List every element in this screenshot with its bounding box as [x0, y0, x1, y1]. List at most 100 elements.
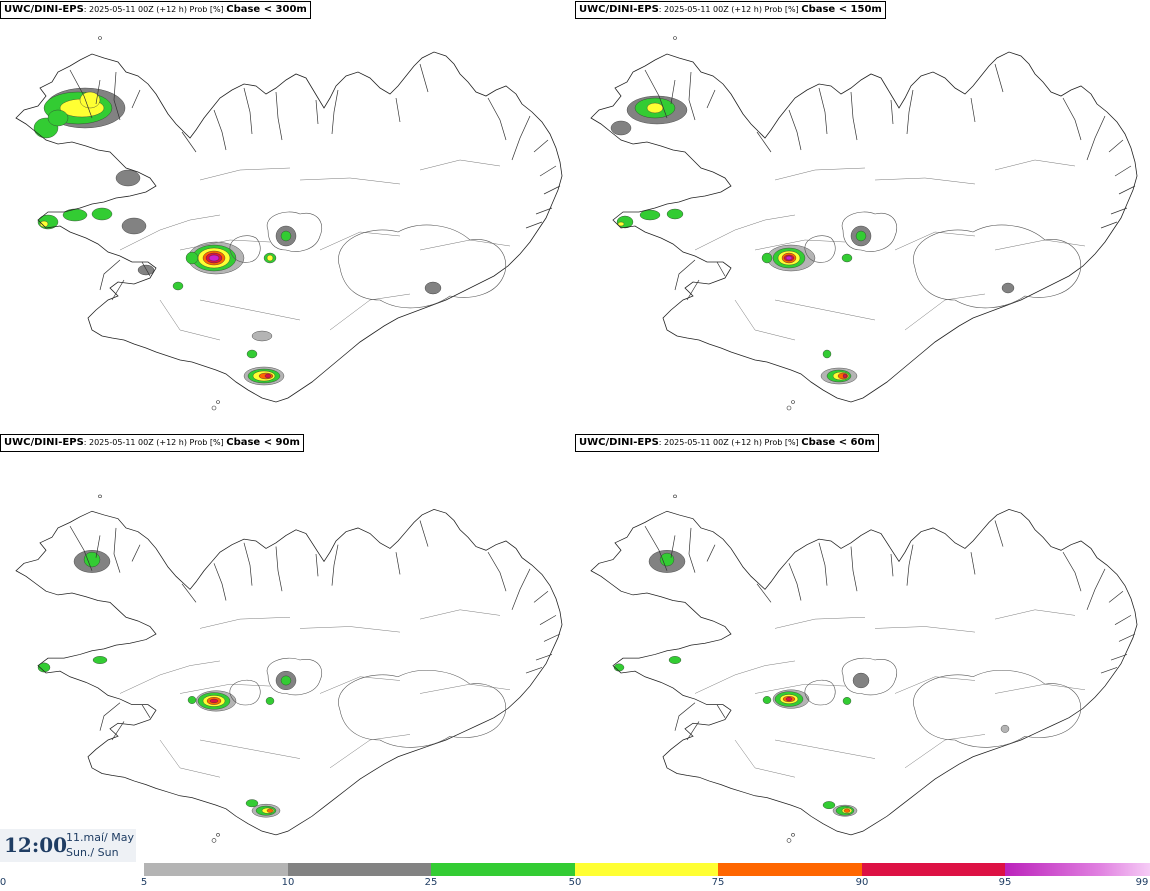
fjord-line: [644, 69, 668, 119]
panel-source: UWC/DINI-EPS: [4, 437, 84, 448]
iceland-map: [590, 494, 1138, 843]
island: [786, 405, 792, 411]
probability-area: [172, 281, 184, 291]
fjord-line: [850, 91, 858, 141]
colorbar-tick-label: 95: [998, 877, 1012, 888]
fjord-line: [275, 91, 283, 141]
fjord-line: [315, 99, 319, 125]
fjord-line: [706, 89, 716, 109]
fjord-line: [69, 525, 93, 571]
iceland-map: [15, 36, 563, 411]
map-panel-cbase-90m: UWC/DINI-EPS: 2025-05-11 00Z (+12 h) Pro…: [0, 433, 575, 866]
probability-area: [39, 220, 49, 228]
fjord-line: [511, 568, 531, 610]
fjord-line: [141, 704, 151, 718]
region-boundary: [904, 734, 986, 769]
fjord-line: [1110, 654, 1128, 661]
probability-area: [280, 675, 292, 686]
fjord-line: [818, 542, 828, 586]
region-boundary: [994, 239, 1086, 251]
fjord-line: [1086, 115, 1106, 161]
panel-source: UWC/DINI-EPS: [579, 437, 659, 448]
panel-title: UWC/DINI-EPS: 2025-05-11 00Z (+12 h) Pro…: [0, 434, 304, 452]
fjord-line: [95, 79, 101, 105]
probability-area: [424, 281, 442, 295]
fjord-line: [395, 552, 401, 575]
probability-area: [83, 551, 101, 568]
probability-area: [280, 230, 292, 242]
region-boundary: [199, 167, 291, 181]
colorbar-segment: [718, 863, 862, 876]
probability-area: [208, 254, 220, 262]
fjord-line: [111, 279, 125, 301]
glacier-outline: [804, 235, 836, 263]
fjord-line: [756, 583, 772, 603]
fjord-line: [419, 63, 429, 93]
region-boundary: [199, 617, 291, 629]
fjord-line: [670, 535, 676, 558]
probability-area: [668, 656, 682, 664]
fjord-line: [686, 279, 700, 301]
probability-area: [121, 217, 147, 235]
probability-area: [246, 349, 258, 359]
probability-area: [266, 254, 274, 262]
fjord-line: [716, 704, 726, 718]
probability-area: [264, 373, 272, 379]
island: [673, 494, 677, 499]
panel-threshold: Cbase < 60m: [801, 437, 875, 448]
region-boundary: [694, 214, 796, 251]
probability-area: [92, 656, 108, 664]
fjord-line: [525, 667, 543, 674]
fjord-line: [686, 721, 700, 741]
fjord-line: [994, 63, 1004, 93]
fjord-line: [533, 590, 549, 603]
fjord-line: [1108, 590, 1124, 603]
glacier-outline: [229, 235, 261, 263]
panel-threshold: Cbase < 150m: [801, 4, 882, 15]
region-boundary: [199, 299, 301, 321]
fjord-line: [213, 109, 227, 151]
region-boundary: [894, 676, 976, 694]
probability-area: [843, 808, 851, 813]
probability-area: [639, 209, 661, 221]
fjord-line: [850, 546, 858, 592]
colorbar-segment: [288, 863, 431, 876]
iceland-map: [590, 36, 1138, 411]
region-boundary: [754, 683, 846, 694]
region-boundary: [994, 609, 1076, 620]
island: [791, 400, 795, 404]
fjord-line: [818, 87, 828, 135]
region-boundary: [994, 159, 1076, 171]
fjord-line: [674, 259, 696, 291]
fjord-line: [99, 259, 121, 291]
fjord-line: [95, 535, 101, 558]
colorbar-tick-label: 25: [424, 877, 438, 888]
fjord-line: [1118, 185, 1136, 195]
island: [211, 405, 217, 411]
glacier-outline: [841, 211, 897, 252]
probability-area: [785, 697, 793, 702]
colorbar-tick-label: 99: [1135, 877, 1149, 888]
region-boundary: [119, 214, 221, 251]
region-boundary: [299, 177, 401, 185]
fjord-line: [99, 702, 121, 731]
probability-area: [762, 696, 772, 704]
probability-area: [785, 255, 793, 261]
valid-time: 12:00: [4, 833, 68, 857]
colorbar-tick-label: 0: [0, 877, 7, 888]
panel-run-info: : 2025-05-11 00Z (+12 h) Prob [%]: [83, 438, 227, 447]
region-boundary: [874, 177, 976, 185]
fjord-line: [113, 71, 121, 121]
fjord-line: [69, 69, 93, 119]
probability-area: [245, 799, 259, 808]
fjord-line: [644, 525, 668, 571]
panel-title: UWC/DINI-EPS: 2025-05-11 00Z (+12 h) Pro…: [575, 1, 886, 19]
fjord-line: [331, 544, 339, 586]
probability-area: [666, 208, 684, 220]
probability-area: [251, 330, 273, 342]
region-boundary: [199, 739, 301, 759]
region-boundary: [419, 159, 501, 171]
fjord-line: [670, 79, 676, 105]
probability-area: [852, 672, 870, 689]
fjord-line: [970, 97, 976, 123]
